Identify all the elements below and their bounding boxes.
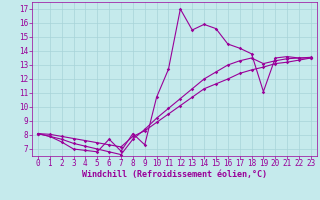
X-axis label: Windchill (Refroidissement éolien,°C): Windchill (Refroidissement éolien,°C) [82,170,267,179]
